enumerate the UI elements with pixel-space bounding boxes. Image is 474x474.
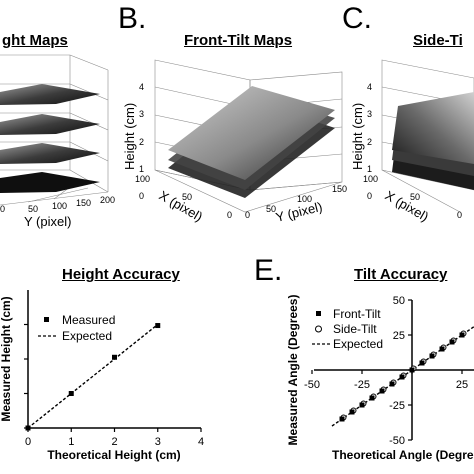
panel-d-x-tick-label: 1 <box>68 436 74 448</box>
panel-a-surfaces <box>0 84 100 193</box>
panel-e-front-tilt-point <box>399 374 405 380</box>
panel-c-z-tick-4: 4 <box>367 82 372 92</box>
panel-e-front-tilt-point <box>439 346 445 352</box>
panel-d-x-tick-label: 2 <box>111 436 117 448</box>
panel-a-y-label: Y (pixel) <box>24 214 71 229</box>
panel-d-x-tick-label: 3 <box>155 436 161 448</box>
panel-e-front-tilt-point <box>379 388 385 394</box>
panel-b-letter: B. <box>118 2 147 35</box>
panel-e-front-tilt-point <box>409 367 415 373</box>
panel-e-x-tick-label: -25 <box>354 379 370 391</box>
panel-a-y-tick-100: 100 <box>52 201 67 211</box>
panel-d-measured-point <box>25 425 31 431</box>
panel-c-z-tick-3: 3 <box>367 109 372 119</box>
panel-b-z-tick-0: 0 <box>139 191 144 201</box>
panel-b-y-tick-50: 50 <box>266 204 276 214</box>
panel-d-measured-point <box>112 354 117 360</box>
panel-e-x-tick-label: -50 <box>304 379 320 391</box>
panel-a-title: ght Maps <box>2 32 68 49</box>
panel-b-surfaces <box>168 86 335 198</box>
panel-e-front-tilt-point <box>459 332 465 338</box>
legend-marker-measured <box>44 317 49 322</box>
legend-label-front-tilt: Front-Tilt <box>333 307 381 321</box>
panel-e-legend: Front-Tilt Side-Tilt Expected <box>312 307 383 351</box>
panel-d-title: Height Accuracy <box>62 266 180 283</box>
panel-d-legend: Measured Expected <box>38 313 115 343</box>
panel-b-x-tick-50: 50 <box>182 192 192 202</box>
panel-c-surfaces <box>392 92 474 190</box>
panel-c-x-tick-100: 100 <box>363 174 378 184</box>
panel-b-x-tick-0: 0 <box>227 210 232 220</box>
legend-marker-front-tilt <box>316 311 321 316</box>
panel-e-front-tilt-point <box>389 381 395 387</box>
panel-b-y-tick-150: 150 <box>332 184 347 194</box>
panel-c-title: Side-Ti <box>413 32 463 49</box>
panel-d-x-label: Theoretical Height (cm) <box>47 448 180 462</box>
panel-d-x-tick-label: 4 <box>198 436 204 448</box>
panel-b-title: Front-Tilt Maps <box>184 32 293 49</box>
panel-e-y-tick-label: -25 <box>389 400 405 412</box>
panel-a-y-tick-200: 200 <box>100 195 115 205</box>
panel-c-letter: C. <box>342 2 372 35</box>
panel-b-z-label: Height (cm) <box>122 103 137 170</box>
panel-a-y-tick-50: 50 <box>28 204 38 214</box>
panel-d-x-tick-label: 0 <box>25 436 31 448</box>
panel-e-y-label: Measured Angle (Degrees) <box>286 295 300 446</box>
panel-e-front-tilt-point <box>369 395 375 401</box>
panel-b-z-tick-1: 1 <box>139 164 144 174</box>
panel-d-measured-point <box>155 323 161 329</box>
panel-c-z-tick-1: 1 <box>367 164 372 174</box>
panel-d-expected-line <box>27 323 159 429</box>
panel-b-z-tick-4: 4 <box>139 82 144 92</box>
panel-e-front-tilt-point <box>429 353 435 359</box>
panel-d-measured-point <box>68 391 74 396</box>
panel-e-y-tick-label: 25 <box>393 330 405 342</box>
panel-e-front-tilt-point <box>419 360 425 366</box>
panel-b-y-tick-100: 100 <box>297 194 312 204</box>
panel-e-y-tick-label: 50 <box>393 295 405 307</box>
panel-e-front-tilt-point <box>449 339 455 345</box>
panel-c-x-tick-50: 50 <box>410 192 420 202</box>
panel-e-letter: E. <box>254 254 283 287</box>
panel-e-y-tick-label: -50 <box>389 435 405 447</box>
panel-e-front-tilt-point <box>349 409 355 415</box>
panel-e-plot-area: -50 -25 25 -50 -25 25 50 <box>304 295 474 447</box>
panel-e-x-label: Theoretical Angle (Degre <box>332 448 474 462</box>
legend-label-side-tilt: Side-Tilt <box>333 322 377 336</box>
legend-marker-side-tilt <box>315 325 322 333</box>
panel-e-title: Tilt Accuracy <box>354 266 448 283</box>
panel-c-x-tick-0: 0 <box>457 210 462 220</box>
panel-c-3d-plot: 4 3 2 1 0 100 50 0 Height (cm) X (pixel) <box>350 59 474 225</box>
panel-e-chart: -50 -25 25 -50 -25 25 50 Front-Tilt Side-Tilt … <box>286 295 474 462</box>
panel-b-y-tick-0: 0 <box>245 210 250 220</box>
panel-c-x-label: X (pixel) <box>383 188 432 225</box>
legend-label-measured: Measured <box>62 313 115 327</box>
panel-a-y-tick-0: 0 <box>0 204 5 214</box>
panel-b-3d-plot: 4 3 2 1 0 100 50 0 0 50 100 150 Height (… <box>122 59 347 225</box>
panel-a-y-tick-150: 150 <box>76 198 91 208</box>
panel-c-z-tick-2: 2 <box>367 137 372 147</box>
panel-b-x-tick-100: 100 <box>135 174 150 184</box>
panel-a-3d-plot: 0 50 100 150 200 Y (pixel) <box>0 54 115 229</box>
panel-b-z-tick-3: 3 <box>139 109 144 119</box>
legend-label-expected: Expected <box>62 329 112 343</box>
panel-d-y-label: Measured Height (cm) <box>0 296 13 421</box>
panel-e-front-tilt-point <box>359 402 365 408</box>
panel-d-plot-area: 0 1 2 3 4 <box>24 290 204 448</box>
panel-b-z-tick-2: 2 <box>139 137 144 147</box>
panel-e-x-tick-label: 25 <box>456 379 468 391</box>
panel-c-z-tick-0: 0 <box>367 191 372 201</box>
panel-b-x-label: X (pixel) <box>157 188 206 225</box>
panel-c-z-label: Height (cm) <box>350 103 365 170</box>
panel-d-chart: 0 1 2 3 4 Measured Expected Theoretical Heig… <box>0 290 204 462</box>
panel-e-front-tilt-point <box>339 416 345 422</box>
legend-label-expected-tilt: Expected <box>333 337 383 351</box>
